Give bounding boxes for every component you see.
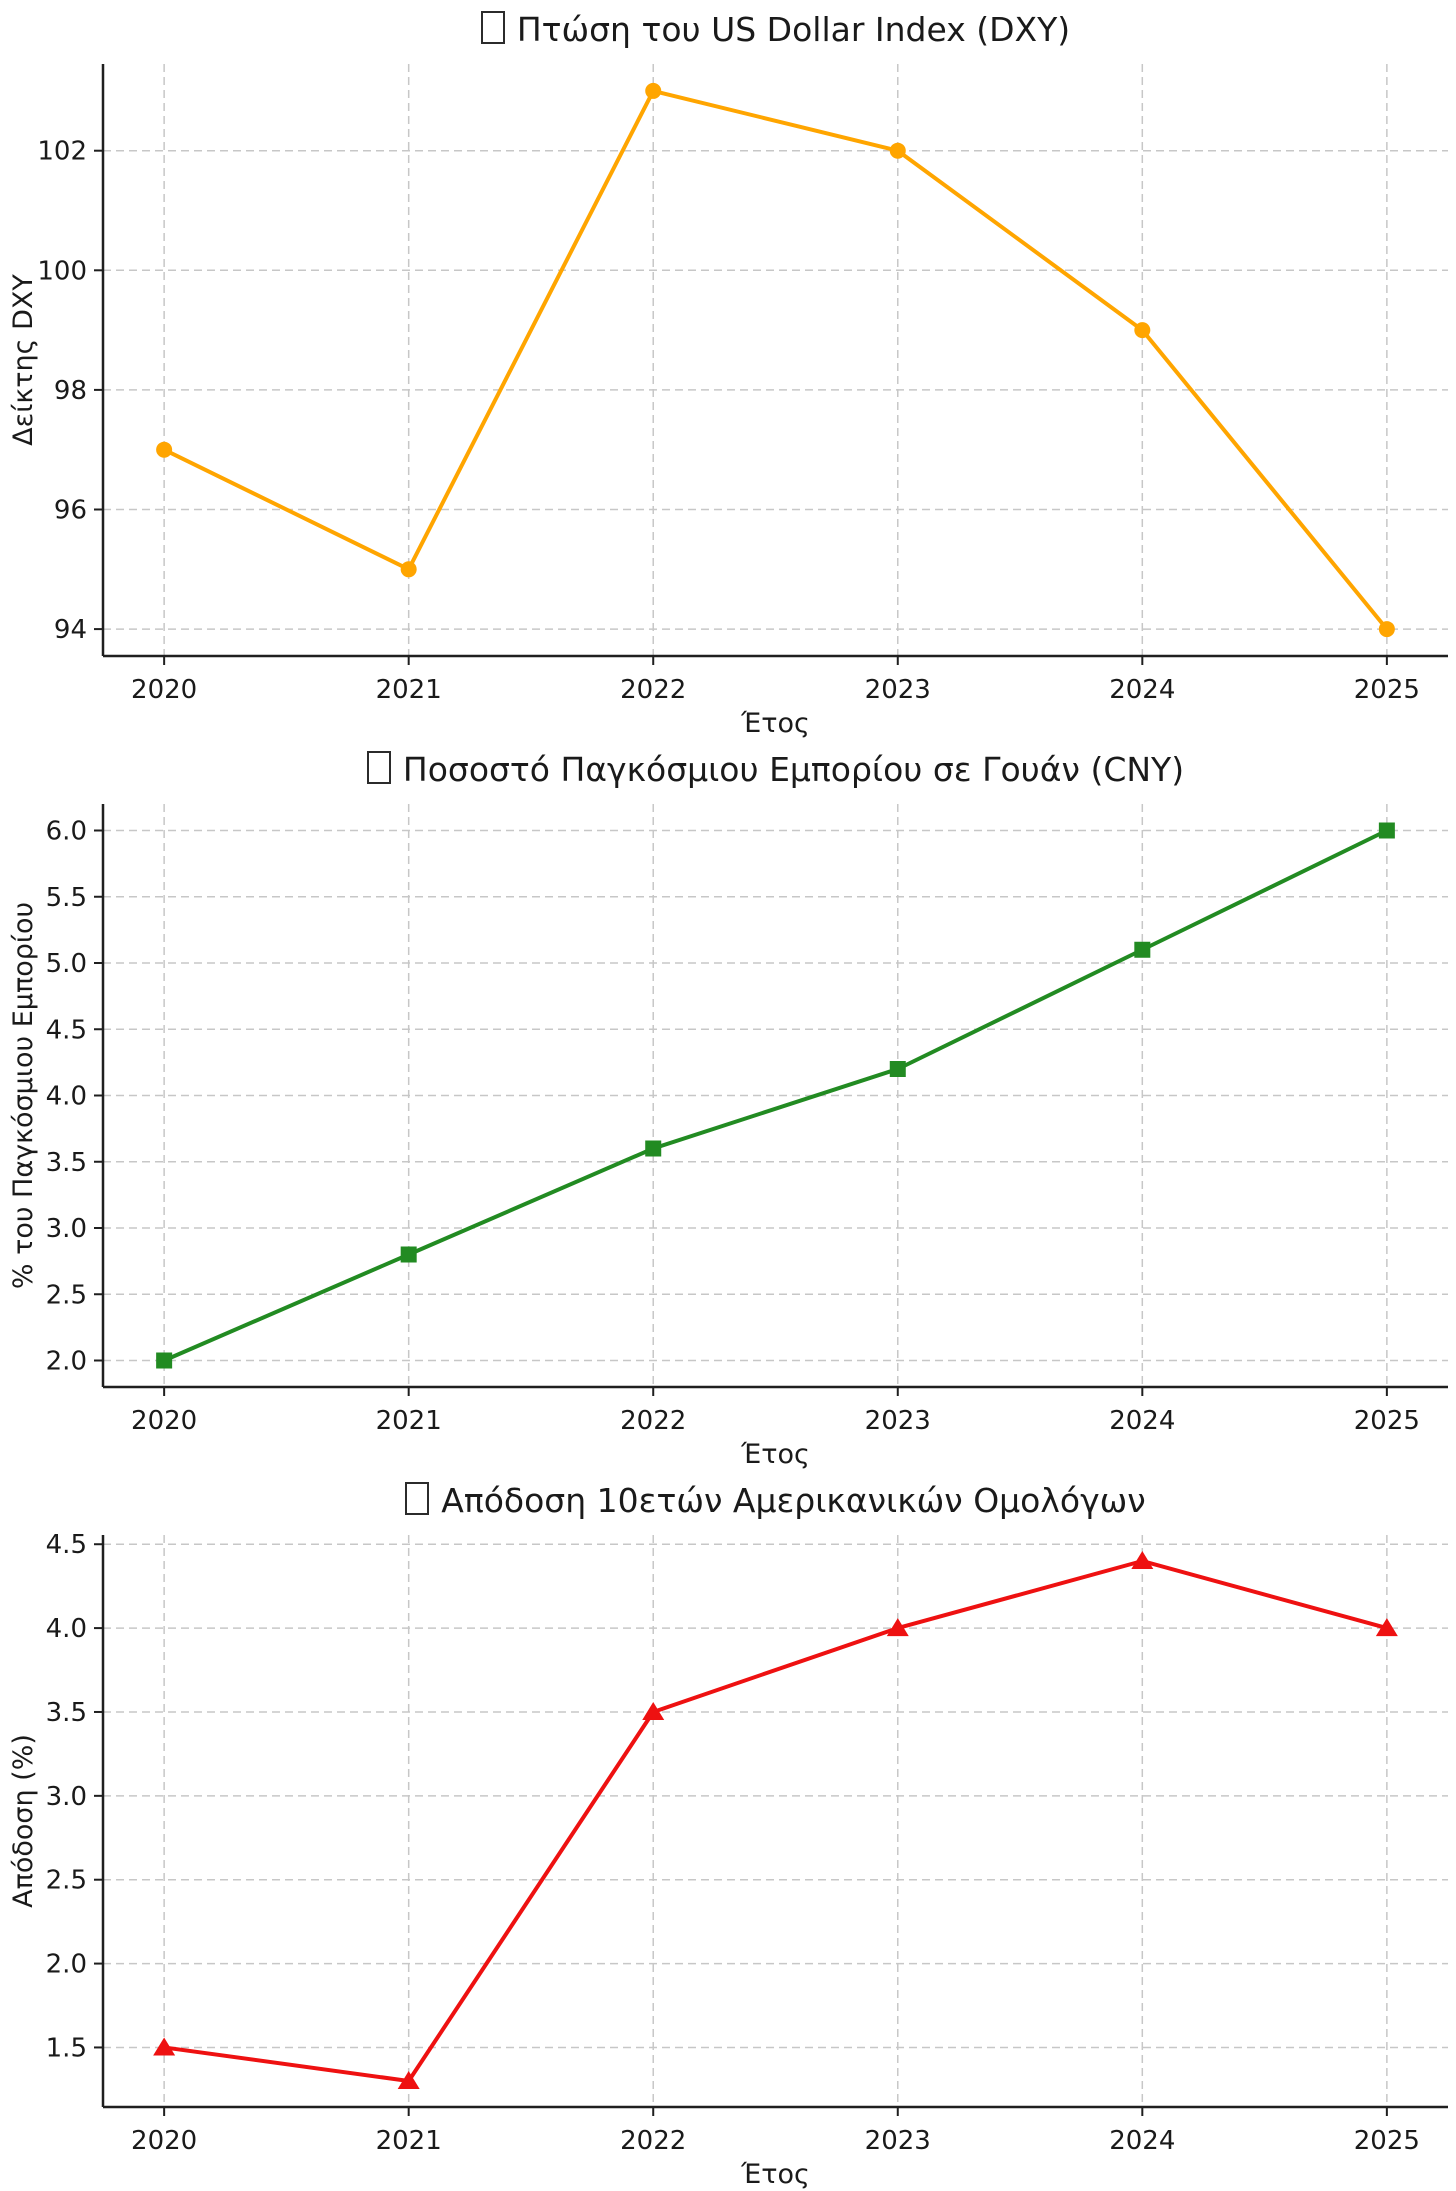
data-line [162,828,1389,1363]
x-tick-label: 2021 [376,675,442,705]
data-point-marker [1378,822,1395,839]
chart-title-text: Απόδοση 10ετών Αμερικανικών Ομολόγων [441,1481,1146,1520]
dxy-line-plot: 94 96 98 100 102 2020 2021 2022 2023 2024 2025 Έτος… [8,64,1448,739]
y-tick-label: 4.5 [46,1015,87,1045]
x-tick-label: 2023 [865,675,931,705]
chart-us-bond-yield: Απόδοση 10ετών Αμερικανικών Ομολόγων 1.5… [0,1471,1456,2191]
y-tick-label: 2.0 [46,1347,87,1377]
x-tick-label: 2021 [376,1406,442,1436]
y-tick-label: 6.0 [46,817,87,847]
y-tick-label: 4.5 [46,1530,87,1560]
y-tick-label: 3.0 [46,1782,87,1812]
missing-glyph-box [480,11,505,44]
missing-glyph-box [366,751,391,784]
y-tick-label: 3.5 [46,1698,87,1728]
chart-title-text: Ποσοστό Παγκόσμιου Εμπορίου σε Γουάν (CN… [402,750,1185,789]
data-point-marker [156,1352,173,1369]
x-tick-label: 2025 [1354,1406,1420,1436]
data-point-marker [400,1246,417,1263]
bond-yield-line-plot: 1.5 2.0 2.5 3.0 3.5 4.0 4.5 2020 2021 2022 2023 202… [8,1530,1448,2190]
chart-title-text: Πτώση του US Dollar Index (DXY) [516,10,1071,49]
y-tick-label: 3.5 [46,1148,87,1178]
data-point-marker [645,1140,662,1157]
x-tick-label: 2024 [1109,2126,1175,2156]
data-point-marker [156,441,173,458]
y-tick-label: 1.5 [46,2033,87,2063]
chart-dxy-index: Πτώση του US Dollar Index (DXY) 94 96 98 10… [0,0,1456,740]
y-tick-label: 2.0 [46,1950,87,1980]
x-tick-label: 2020 [131,2126,197,2156]
data-point-marker [153,2037,176,2056]
y-tick-label: 3.0 [46,1214,87,1244]
data-point-marker [1134,941,1151,958]
x-tick-label: 2023 [865,1406,931,1436]
x-tick-label: 2022 [620,2126,686,2156]
data-line [162,1559,1389,2083]
missing-glyph-box [405,1482,430,1515]
y-tick-label: 5.5 [46,883,87,913]
y-tick-label: 2.5 [46,1280,87,1310]
data-point-marker [1134,322,1151,339]
x-tick-label: 2020 [131,1406,197,1436]
x-tick-label: 2020 [131,675,197,705]
data-point-marker [889,142,906,159]
x-axis-label: Έτος [740,2159,810,2190]
x-axis-label: Έτος [740,1439,810,1470]
y-tick-label: 5.0 [46,949,87,979]
data-point-marker [1378,621,1395,638]
x-axis-label: Έτος [740,708,810,739]
x-tick-label: 2022 [620,675,686,705]
y-tick-label: 4.0 [46,1614,87,1644]
data-point-marker [889,1061,906,1077]
x-tick-label: 2022 [620,1406,686,1436]
x-tick-label: 2024 [1109,675,1175,705]
x-tick-label: 2023 [865,2126,931,2156]
chart-cny-trade-share: Ποσοστό Παγκόσμιου Εμπορίου σε Γουάν (CN… [0,740,1456,1471]
data-point-marker [1131,1551,1154,1569]
y-tick-label: 102 [37,137,87,167]
y-axis-label: Απόδοση (%) [8,1734,39,1908]
y-axis-label: % του Παγκόσμιου Εμπορίου [8,902,39,1289]
data-line [162,88,1389,632]
y-tick-label: 100 [37,256,87,286]
data-point-marker [886,1618,909,1637]
chart-title-bond-yield: Απόδοση 10ετών Αμερικανικών Ομολόγων [103,1471,1448,1521]
y-tick-label: 94 [54,615,87,645]
x-tick-label: 2025 [1354,675,1420,705]
x-tick-label: 2025 [1354,2126,1420,2156]
y-tick-label: 4.0 [46,1082,87,1112]
x-tick-label: 2021 [376,2126,442,2156]
chart-title-cny: Ποσοστό Παγκόσμιου Εμπορίου σε Γουάν (CN… [103,740,1448,790]
x-tick-label: 2024 [1109,1406,1175,1436]
y-tick-label: 2.5 [46,1866,87,1896]
y-tick-label: 98 [54,376,87,406]
chart-title-dxy: Πτώση του US Dollar Index (DXY) [103,0,1448,50]
data-point-marker [642,1701,665,1720]
y-axis-label: Δείκτης DXY [8,274,39,446]
data-point-marker [645,82,662,99]
data-point-marker [397,2071,420,2089]
cny-line-plot: 2.0 2.5 3.0 3.5 4.0 4.5 5.0 5.5 6.0 2020 2021 2022 2… [8,804,1448,1470]
data-point-marker [400,561,417,578]
y-tick-label: 96 [54,495,87,525]
data-point-marker [1375,1618,1398,1637]
